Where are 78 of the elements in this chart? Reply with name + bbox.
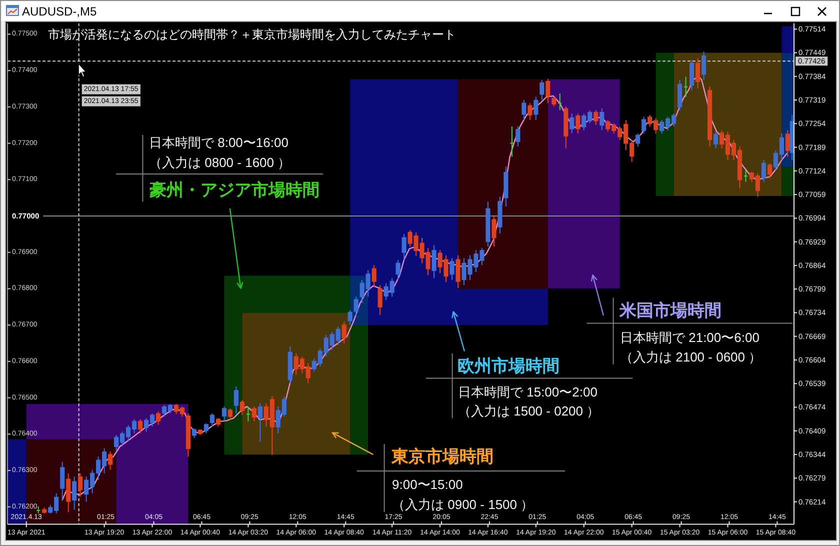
candlestick: [186, 412, 191, 458]
candlestick: [695, 58, 700, 89]
candlestick: [510, 126, 514, 158]
annotation: 日本時間で 21:00〜6:00: [620, 330, 760, 345]
candlestick: [378, 284, 382, 316]
candlestick: [534, 96, 538, 121]
candlestick: [36, 506, 41, 514]
candlestick: [222, 406, 226, 420]
candlestick: [372, 264, 376, 288]
candlestick: [684, 76, 688, 98]
candlestick: [528, 102, 532, 121]
candlestick: [690, 60, 694, 91]
annotation: 9:00〜15:00: [392, 476, 463, 492]
candlestick: [642, 116, 646, 134]
candlestick: [156, 411, 161, 426]
candlestick: [78, 472, 83, 498]
candlestick: [713, 131, 718, 149]
candlestick: [558, 92, 562, 111]
candlestick: [402, 234, 406, 260]
candlestick: [348, 310, 352, 326]
candlestick: [288, 346, 292, 384]
candlestick: [785, 130, 790, 158]
candlestick: [636, 132, 640, 148]
candlestick: [701, 51, 706, 81]
annotation: 欧州市場時間: [458, 356, 560, 376]
annotation: （入力は 0800 - 1600 ）: [149, 154, 291, 170]
candlestick: [246, 406, 250, 422]
annotation: 東京市場時間: [390, 447, 494, 466]
chart-subtitle: 市場が活発になるのはどの時間帯？＋東京市場時間を入力してみたチャート: [48, 28, 456, 42]
annotation: （入力は 0900 - 1500 ）: [392, 496, 534, 512]
candlestick: [546, 78, 550, 104]
candlestick: [576, 112, 580, 134]
candlestick: [570, 112, 574, 134]
annotation: （入力は 2100 - 0600 ）: [620, 350, 762, 364]
candlestick: [204, 422, 209, 434]
candlestick: [522, 100, 526, 121]
candlestick: [486, 201, 490, 248]
candlestick: [138, 418, 143, 434]
annotation: 米国市場時間: [618, 301, 722, 320]
candlestick: [564, 106, 568, 149]
annotation: 豪州・アジア市場時間: [148, 180, 320, 200]
candlestick: [767, 162, 772, 179]
candlestick: [60, 461, 65, 500]
candlestick: [252, 406, 256, 422]
candlestick: [552, 96, 556, 108]
candlestick: [504, 166, 508, 208]
candlestick: [594, 110, 598, 126]
candlestick: [540, 80, 544, 101]
candlestick: [516, 126, 520, 148]
candlestick: [258, 402, 262, 442]
candlestick: [396, 259, 400, 280]
chart-title: AUDUSD-,M5: [22, 4, 97, 18]
candlestick: [743, 170, 748, 182]
candlestick: [354, 296, 358, 318]
candlestick: [108, 451, 113, 470]
candlestick: [492, 216, 496, 248]
candlestick: [228, 408, 232, 420]
annotation: 日本時間で 8:00〜16:00: [149, 135, 288, 150]
candlestick: [216, 418, 221, 427]
candlestick: [450, 258, 454, 280]
candlestick: [761, 160, 766, 182]
candlestick: [192, 428, 197, 439]
candlestick: [42, 507, 47, 514]
candlestick: [456, 254, 460, 288]
candlestick: [342, 321, 346, 344]
candlestick: [210, 412, 215, 427]
candlestick: [198, 428, 203, 436]
annotation: （入力は 1500 - 0200 ）: [458, 404, 600, 418]
candlestick: [240, 399, 244, 416]
candlestick: [234, 386, 238, 414]
candlestick: [707, 86, 712, 148]
candlestick: [600, 108, 604, 131]
candlestick: [498, 196, 502, 234]
candlestick: [432, 244, 436, 279]
candlestick: [72, 476, 77, 510]
candlestick: [66, 472, 71, 513]
annotation: 日本時間で 15:00〜2:00: [458, 384, 598, 400]
candlestick: [678, 80, 682, 111]
